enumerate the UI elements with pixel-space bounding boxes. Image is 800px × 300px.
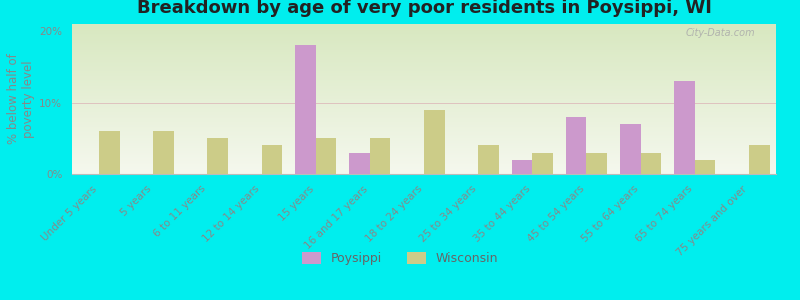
Bar (370, 138, 390, 174)
Bar (586, 153, 607, 174)
Bar (207, 138, 228, 174)
Bar (478, 146, 498, 174)
Legend: Poysippi, Wisconsin: Poysippi, Wisconsin (297, 247, 503, 270)
Y-axis label: % below half of
poverty level: % below half of poverty level (7, 54, 35, 144)
Bar (295, 45, 316, 174)
Text: City-Data.com: City-Data.com (686, 28, 755, 38)
Bar (749, 146, 770, 174)
Bar (262, 146, 282, 174)
Bar (316, 138, 336, 174)
Bar (512, 160, 532, 174)
Bar (641, 153, 661, 174)
Bar (694, 160, 715, 174)
Bar (350, 153, 370, 174)
Title: Breakdown by age of very poor residents in Poysippi, WI: Breakdown by age of very poor residents … (137, 0, 711, 17)
Bar (620, 124, 641, 174)
Bar (566, 117, 586, 174)
Bar (424, 110, 445, 174)
Bar (154, 131, 174, 174)
Bar (99, 131, 120, 174)
Bar (674, 81, 694, 174)
Bar (532, 153, 553, 174)
